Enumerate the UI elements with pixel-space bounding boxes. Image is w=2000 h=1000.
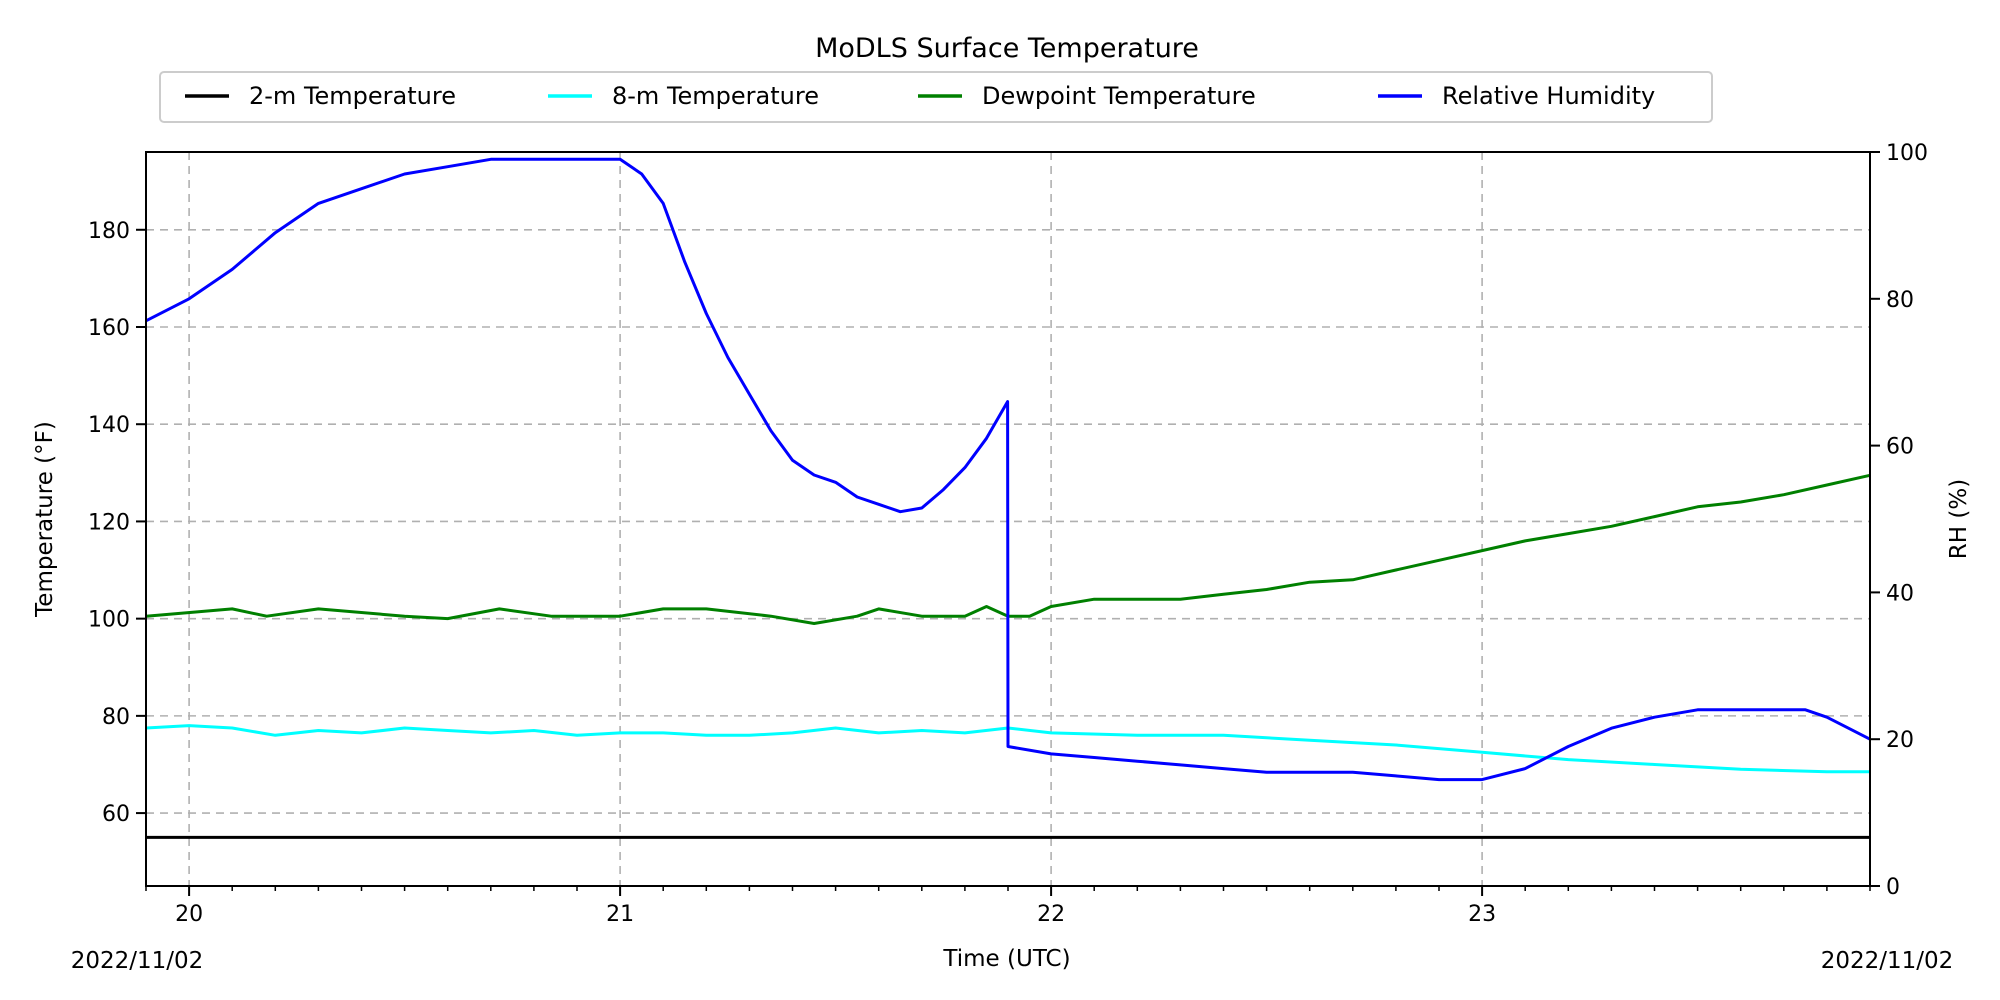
date-label-right: 2022/11/02 bbox=[1821, 948, 1954, 974]
y-right-tick-label: 20 bbox=[1886, 728, 1914, 753]
y-left-tick-label: 140 bbox=[88, 413, 130, 438]
x-tick-label: 22 bbox=[1037, 902, 1065, 927]
y-right-tick-label: 40 bbox=[1886, 581, 1914, 606]
y-left-tick-label: 160 bbox=[88, 316, 130, 341]
series-line-1 bbox=[145, 724, 1870, 774]
y-right-tick-label: 100 bbox=[1886, 141, 1928, 166]
legend-label: 8-m Temperature bbox=[612, 82, 819, 110]
y-left-tick-label: 80 bbox=[102, 705, 130, 730]
series-line-2 bbox=[145, 473, 1871, 625]
legend: 2-m Temperature 8-m Temperature Dewpoint T… bbox=[159, 71, 1713, 123]
plot-series bbox=[145, 157, 1871, 839]
date-label-left: 2022/11/02 bbox=[71, 948, 204, 974]
y-right-tick-label: 0 bbox=[1886, 875, 1900, 900]
x-tick-label: 20 bbox=[175, 902, 203, 927]
legend-label: 2-m Temperature bbox=[249, 82, 456, 110]
x-axis-title: Time (UTC) bbox=[942, 946, 1070, 972]
y-right-tick-label: 80 bbox=[1886, 288, 1914, 313]
legend-label: Dewpoint Temperature bbox=[982, 82, 1256, 110]
y-left-tick-label: 120 bbox=[88, 510, 130, 535]
chart-title: MoDLS Surface Temperature bbox=[815, 33, 1199, 64]
y-right-tick-label: 60 bbox=[1886, 435, 1914, 460]
series-line-3 bbox=[145, 157, 1871, 782]
legend-label: Relative Humidity bbox=[1442, 82, 1655, 110]
y-left-tick-label: 60 bbox=[102, 802, 130, 827]
y-axis-title-left: Temperature (°F) bbox=[32, 421, 58, 618]
x-tick-label: 23 bbox=[1468, 902, 1496, 927]
y-axis-title-right: RH (%) bbox=[1946, 479, 1972, 559]
y-left-tick-label: 100 bbox=[88, 608, 130, 633]
x-tick-label: 21 bbox=[606, 902, 634, 927]
axes: 20 21 22 23 60 80 100 120 140 160 180 0 20 40 60 80 100 bbox=[88, 141, 1928, 927]
y-left-tick-label: 180 bbox=[88, 219, 130, 244]
